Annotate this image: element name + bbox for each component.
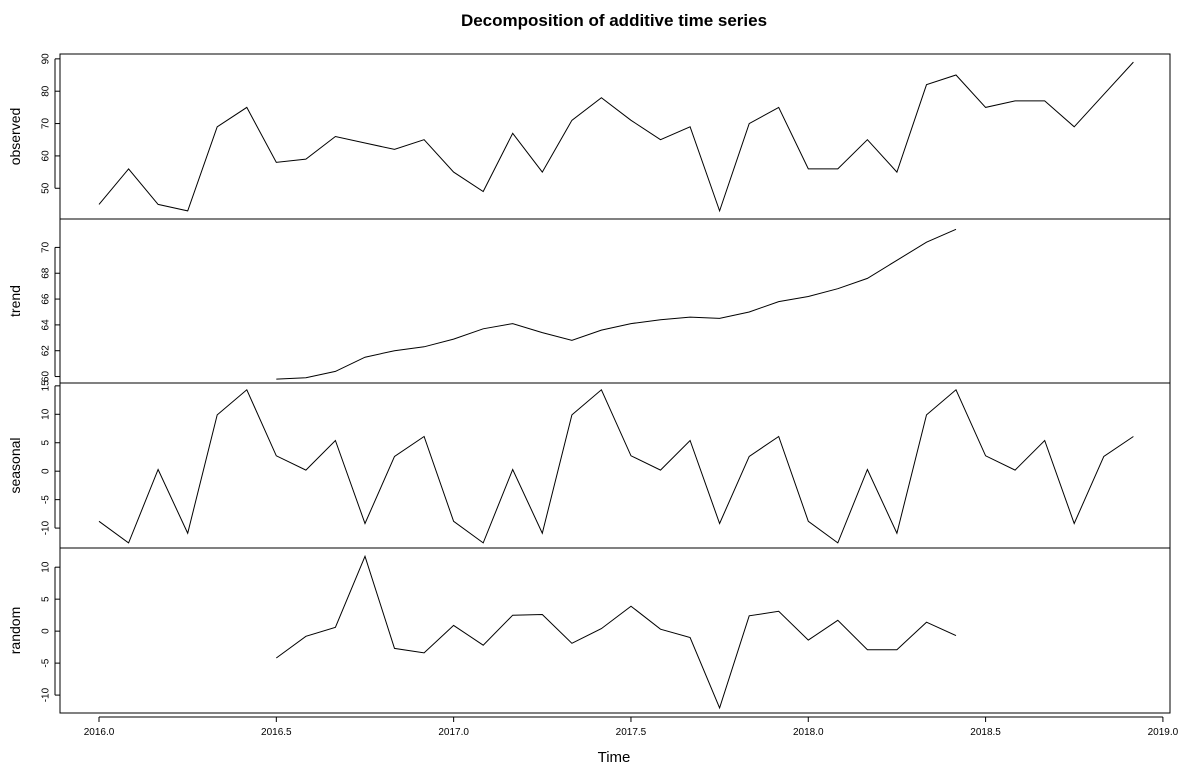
seasonal-y-axis-label: seasonal [7, 437, 23, 493]
seasonal-y-tick-label: -10 [41, 520, 52, 535]
x-tick-label: 2016.5 [261, 727, 292, 738]
chart-title: Decomposition of additive time series [461, 11, 767, 30]
x-tick-label: 2017.0 [438, 727, 469, 738]
random-y-tick-label: 0 [41, 628, 52, 634]
x-tick-label: 2016.0 [84, 727, 115, 738]
seasonal-y-tick-label: -5 [41, 495, 52, 504]
x-tick-label: 2017.5 [616, 727, 647, 738]
x-tick-label: 2018.0 [793, 727, 824, 738]
seasonal-y-tick-label: 5 [41, 440, 52, 446]
trend-panel-frame [59, 218, 1171, 384]
trend-y-tick-label: 68 [41, 267, 52, 279]
x-axis: 2016.0 2016.5 2017.0 2017.5 2018.0 2018.5 2019… [84, 716, 1179, 738]
panel-observed: observed 50 60 70 80 90 [7, 53, 1171, 220]
x-tick-label: 2018.5 [970, 727, 1001, 738]
observed-y-tick-label: 60 [41, 150, 52, 162]
panel-trend: trend 60 62 64 66 68 70 [7, 218, 1171, 384]
panel-seasonal: seasonal -10 -5 0 5 10 15 [7, 380, 1171, 549]
trend-y-tick-label: 60 [41, 371, 52, 383]
observed-y-axis-label: observed [7, 108, 23, 166]
x-axis-label: Time [598, 749, 631, 766]
seasonal-y-tick-label: 0 [41, 468, 52, 474]
random-y-tick-label: 10 [41, 561, 52, 573]
random-panel-frame [59, 547, 1171, 714]
trend-y-tick-label: 70 [41, 241, 52, 253]
seasonal-y-tick-label: 15 [41, 380, 52, 392]
observed-y-tick-label: 70 [41, 118, 52, 130]
trend-y-axis-label: trend [7, 285, 23, 317]
observed-y-tick-label: 80 [41, 85, 52, 97]
seasonal-series-line [98, 388, 1134, 544]
trend-y-tick-label: 62 [41, 345, 52, 357]
random-series-line [276, 554, 957, 710]
observed-panel-frame [59, 53, 1171, 220]
panels-group: observed5060708090trend606264666870seaso… [7, 53, 1171, 714]
random-y-tick-label: -5 [41, 658, 52, 667]
random-y-axis-label: random [7, 607, 23, 654]
panel-random: random -10 -5 0 5 10 [7, 547, 1171, 714]
seasonal-y-tick-label: 10 [41, 408, 52, 420]
x-tick-label: 2019.0 [1148, 727, 1179, 738]
random-y-tick-label: 5 [41, 596, 52, 602]
observed-series-line [98, 61, 1134, 213]
observed-y-tick-label: 90 [41, 53, 52, 65]
trend-series-line [276, 228, 957, 380]
random-y-tick-label: -10 [41, 687, 52, 702]
observed-y-tick-label: 50 [41, 182, 52, 194]
trend-y-tick-label: 64 [41, 319, 52, 331]
trend-y-tick-label: 66 [41, 293, 52, 305]
seasonal-panel-frame [59, 382, 1171, 549]
